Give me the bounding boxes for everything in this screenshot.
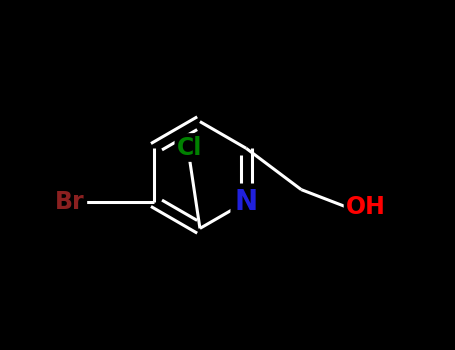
Text: N: N — [235, 188, 258, 216]
Text: OH: OH — [346, 195, 386, 219]
Text: Cl: Cl — [177, 135, 202, 160]
Text: Br: Br — [55, 190, 85, 214]
